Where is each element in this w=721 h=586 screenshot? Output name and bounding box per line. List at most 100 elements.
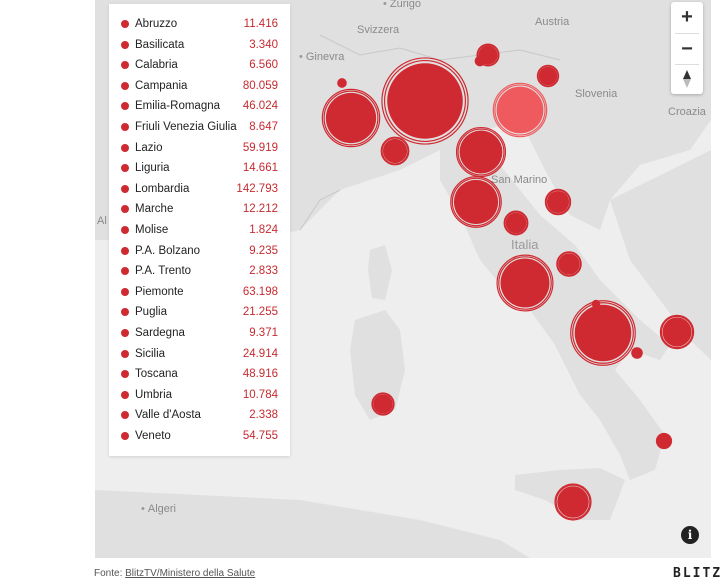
legend-region-name: Campania (135, 79, 188, 92)
bubble-ring (383, 59, 467, 143)
compass-button[interactable] (671, 64, 703, 94)
zoom-out-button[interactable]: − (681, 38, 693, 60)
zoom-in-button[interactable]: + (681, 6, 693, 28)
bubble-ring (498, 256, 552, 310)
case-bubble[interactable] (659, 314, 695, 350)
source-link[interactable]: BlitzTV/Ministero della Salute (125, 568, 256, 579)
label-ginevra: Ginevra (299, 51, 345, 63)
legend-item: P.A. Trento 2.833 (109, 261, 290, 281)
label-slovenia: Slovenia (575, 88, 618, 100)
case-bubble[interactable] (455, 126, 507, 178)
legend-dot-icon (121, 287, 129, 296)
legend-item: Puglia 21.255 (109, 302, 290, 322)
bubble-ring (572, 302, 634, 364)
legend-item: Emilia-Romagna 46.024 (109, 96, 290, 116)
legend-dot-icon (121, 123, 129, 131)
legend-item: Friuli Venezia Giulia 8.647 (109, 117, 290, 137)
legend-region-name: Puglia (135, 306, 167, 319)
case-bubble[interactable] (496, 254, 554, 312)
legend-region-value: 8.647 (249, 121, 278, 133)
bubble-ring (536, 64, 560, 88)
legend-region-name: Molise (135, 224, 169, 236)
legend-item: Umbria 10.784 (109, 385, 290, 405)
bubble-circle (505, 212, 527, 234)
legend-region-value: 10.784 (242, 388, 278, 401)
bubble-ring (455, 126, 507, 178)
legend-item: Lombardia 142.793 (109, 179, 290, 199)
bubble-ring (371, 392, 395, 416)
bubble-ring (504, 211, 528, 235)
bubble-circle (453, 179, 499, 225)
bubble-ring (554, 483, 592, 521)
case-bubble[interactable] (554, 483, 592, 521)
bubble-circle (474, 55, 486, 67)
case-bubble[interactable] (631, 347, 643, 359)
bubble-circle (662, 317, 692, 347)
bubble-circle (574, 304, 632, 362)
legend-region-name: Sardegna (135, 327, 185, 339)
bubble-layer (321, 43, 695, 521)
bubble-ring (457, 128, 505, 176)
legend-dot-icon (121, 20, 129, 28)
bubble-ring (492, 82, 548, 138)
legend-item: Lazio 59.919 (109, 138, 290, 158)
legend-region-value: 48.916 (242, 368, 278, 381)
legend-dot-icon (121, 432, 129, 440)
case-bubble[interactable] (536, 64, 560, 88)
bubble-circle (538, 66, 558, 86)
case-bubble[interactable] (570, 300, 636, 366)
case-bubble[interactable] (556, 251, 582, 277)
bubble-circle (557, 486, 589, 518)
legend-dot-icon (121, 81, 129, 90)
legend-region-value: 6.560 (249, 59, 278, 72)
case-bubble[interactable] (503, 210, 529, 236)
brand-logo: BLITZ (673, 566, 721, 581)
bubble-ring (570, 300, 636, 366)
legend-region-value: 54.755 (242, 430, 278, 442)
info-icon[interactable]: i (681, 526, 699, 544)
legend-item: Calabria 6.560 (109, 55, 290, 75)
legend-region-name: Lombardia (135, 182, 190, 195)
bubble-ring (381, 57, 469, 145)
case-bubble[interactable] (655, 432, 673, 450)
legend-item: P.A. Bolzano 9.235 (109, 241, 290, 261)
legend-item: Basilicata 3.340 (109, 35, 290, 55)
case-bubble[interactable] (492, 82, 548, 138)
legend-item: Campania 80.059 (109, 76, 290, 96)
case-bubble[interactable] (450, 176, 502, 228)
legend-region-value: 11.416 (243, 18, 278, 30)
case-bubble[interactable] (380, 136, 410, 166)
case-bubble[interactable] (591, 299, 601, 309)
case-bubble[interactable] (337, 78, 347, 88)
bubble-ring (381, 137, 409, 165)
legend-dot-icon (121, 370, 129, 379)
bubble-circle (325, 92, 377, 144)
label-croazia: Croazia (668, 106, 706, 118)
legend-region-name: Emilia-Romagna (135, 100, 221, 113)
case-bubble[interactable] (544, 188, 572, 216)
source-credit: Fonte: BlitzTV/Ministero della Salute (94, 568, 255, 579)
bubble-ring (659, 314, 695, 350)
label-zurigo: Zurigo (383, 0, 421, 10)
case-bubble[interactable] (371, 392, 395, 416)
case-bubble[interactable] (474, 55, 486, 67)
legend-region-value: 24.914 (242, 347, 278, 360)
legend-region-value: 142.793 (236, 182, 278, 195)
legend-region-value: 63.198 (242, 285, 278, 298)
legend-region-value: 3.340 (249, 38, 278, 51)
case-bubble[interactable] (321, 88, 381, 148)
legend-dot-icon (121, 308, 129, 317)
land-balkans (610, 150, 711, 360)
bubble-ring (477, 44, 499, 66)
legend-region-name: Liguria (135, 162, 170, 175)
region-legend: Abruzzo 11.416 Basilicata 3.340 Calabria 6.56… (109, 4, 290, 456)
case-bubble[interactable] (381, 57, 469, 145)
land-corsica (368, 245, 392, 300)
legend-dot-icon (121, 246, 129, 255)
legend-region-value: 21.255 (242, 306, 278, 319)
legend-dot-icon (121, 349, 129, 358)
legend-dot-icon (121, 61, 129, 70)
legend-region-value: 1.824 (249, 224, 278, 236)
legend-dot-icon (121, 329, 129, 337)
land-africa (95, 490, 530, 558)
